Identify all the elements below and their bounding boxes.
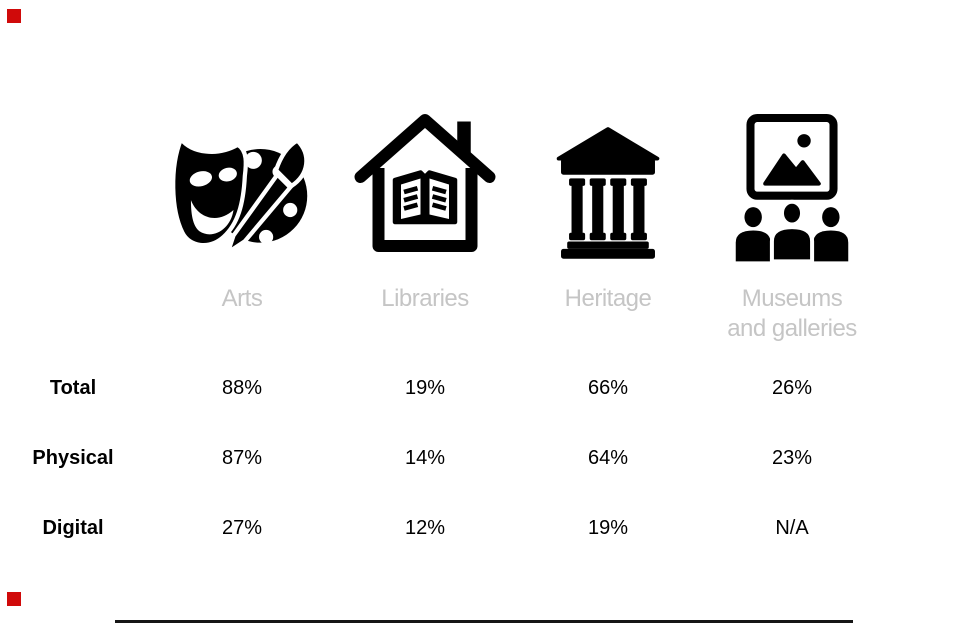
column-icon-cell-museums	[702, 100, 882, 264]
cell-physical-libraries: 14%	[404, 447, 446, 469]
cell-digital-arts: 27%	[221, 517, 263, 539]
column-label-heritage: Heritage	[564, 285, 652, 312]
cell-physical-museums: 23%	[771, 447, 813, 469]
page-marker-top-left	[7, 9, 21, 23]
row-label-total: Total	[49, 377, 97, 399]
cell-total-museums: 26%	[771, 377, 813, 399]
page-marker-bottom-left	[7, 592, 21, 606]
column-icon-cell-arts	[152, 100, 332, 264]
cell-digital-heritage: 19%	[587, 517, 629, 539]
row-label-physical: Physical	[32, 447, 114, 469]
cell-digital-museums: N/A	[775, 517, 809, 539]
cell-total-arts: 88%	[221, 377, 263, 399]
column-icon-cell-libraries	[335, 100, 515, 264]
column-label-museums: Museums and galleries	[727, 285, 857, 342]
arts-masks-palette-icon	[171, 134, 309, 258]
column-icon-cell-heritage	[518, 100, 698, 264]
cell-total-heritage: 66%	[587, 377, 629, 399]
footer-divider-line	[115, 620, 853, 623]
column-label-libraries: Libraries	[381, 285, 469, 312]
libraries-house-book-icon	[354, 114, 496, 252]
row-label-digital: Digital	[42, 517, 104, 539]
cell-digital-libraries: 12%	[404, 517, 446, 539]
museums-picture-visitors-icon	[735, 114, 849, 264]
cell-total-libraries: 19%	[404, 377, 446, 399]
heritage-classical-building-icon	[556, 127, 660, 259]
cell-physical-heritage: 64%	[587, 447, 629, 469]
column-label-arts: Arts	[221, 285, 263, 312]
cell-physical-arts: 87%	[221, 447, 263, 469]
